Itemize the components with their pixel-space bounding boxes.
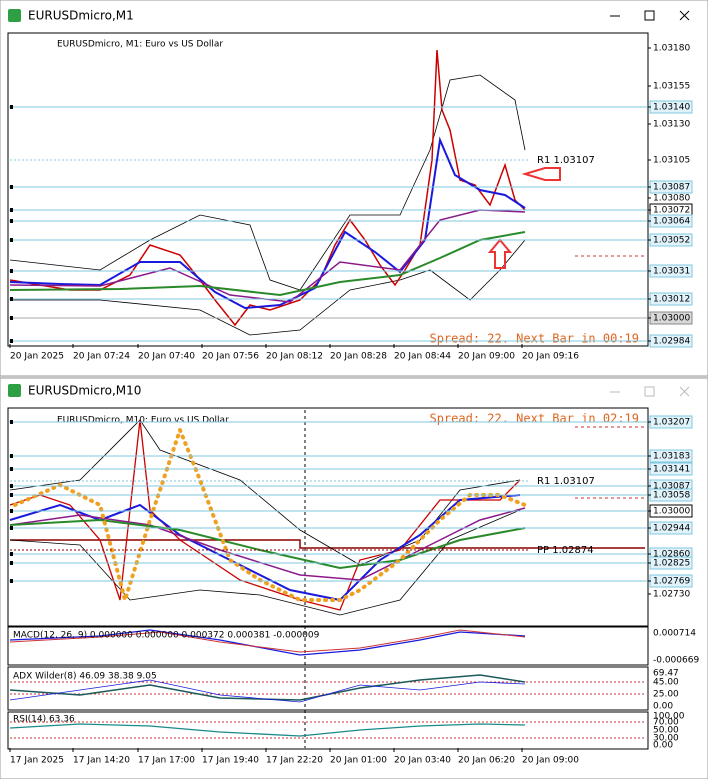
price-label: 1.03087	[653, 482, 690, 492]
time-label: 17 Jan 2025	[10, 756, 64, 766]
indicator-scale-label: -0.000669	[653, 656, 699, 666]
arrow	[487, 238, 513, 269]
chart-label: EURUSDmicro, M10: Euro vs US Dollar	[57, 416, 229, 426]
price-label: 1.02730	[653, 590, 690, 600]
price-label: 1.03052	[653, 236, 690, 246]
arrow	[521, 167, 561, 181]
chart-area	[7, 32, 649, 347]
chart-label: EURUSDmicro, M1: Euro vs US Dollar	[57, 40, 223, 50]
price-marker	[10, 316, 13, 320]
time-label: 17 Jan 22:20	[266, 756, 323, 766]
time-label: 20 Jan 08:44	[394, 352, 451, 362]
status-text: Spread: 22. Next Bar in 02:19	[429, 412, 639, 426]
time-label: 20 Jan 07:40	[138, 352, 195, 362]
time-label: 20 Jan 06:20	[458, 756, 515, 766]
price-marker	[10, 552, 13, 556]
price-label: 1.03031	[653, 267, 690, 277]
indicator-label: ADX Wilder(8) 46.09 38.38 9.05	[13, 672, 157, 682]
app-icon	[8, 9, 21, 22]
status-text: Spread: 22. Next Bar in 00:19	[429, 332, 639, 346]
indicator-scale-label: 0.000714	[653, 629, 696, 639]
price-marker	[10, 493, 13, 497]
time-label: 20 Jan 09:00	[458, 352, 515, 362]
price-label: 1.03141	[653, 465, 690, 475]
indicator-label: MACD(12, 26, 9) 0.000000 0.000000 0.0003…	[13, 631, 320, 641]
price-label: 1.02825	[653, 559, 690, 569]
indicator-scale-label: 0.00	[653, 741, 673, 751]
window-controls[interactable]	[610, 10, 690, 21]
indicator-area	[7, 666, 649, 711]
indicator-area	[7, 711, 649, 750]
indicator-scale-label: 70.00	[653, 718, 679, 728]
price-label: 1.03130	[653, 120, 690, 130]
time-label: 20 Jan 09:00	[522, 756, 579, 766]
price-marker	[10, 467, 13, 471]
chart-area	[7, 407, 649, 627]
level-annotation: R1 1.03107	[537, 155, 595, 166]
price-marker	[10, 269, 13, 273]
indicator-scale-label: 25.00	[653, 690, 679, 700]
price-label: 1.03064	[653, 217, 690, 227]
price-marker	[10, 579, 13, 583]
time-label: 20 Jan 07:24	[73, 352, 130, 362]
price-label: 1.03087	[653, 183, 690, 193]
time-label: 20 Jan 07:56	[202, 352, 259, 362]
time-label: 20 Jan 08:12	[266, 352, 323, 362]
price-label: 1.03105	[653, 156, 690, 166]
time-label: 17 Jan 14:20	[73, 756, 130, 766]
price-marker	[10, 420, 13, 424]
price-label: 1.02944	[653, 524, 690, 534]
price-marker	[10, 339, 13, 343]
price-marker	[10, 238, 13, 242]
price-label: 1.02984	[653, 337, 690, 347]
indicator-scale-label: 30.00	[653, 734, 679, 744]
price-label: 1.03058	[653, 491, 690, 501]
price-label: 1.03207	[653, 418, 690, 428]
price-marker	[10, 454, 13, 458]
price-label: 1.03180	[653, 44, 690, 54]
time-label: 20 Jan 08:28	[330, 352, 387, 362]
time-label: 17 Jan 19:40	[202, 756, 259, 766]
time-label: 20 Jan 09:16	[522, 352, 579, 362]
price-label: 1.03000	[653, 314, 690, 324]
price-marker	[10, 526, 13, 530]
indicator-scale-label: 50.00	[653, 726, 679, 736]
window-controls[interactable]	[610, 386, 690, 397]
time-label: 20 Jan 03:40	[394, 756, 451, 766]
price-marker	[10, 185, 13, 189]
plot-decoration	[9, 49, 526, 336]
price-marker	[10, 561, 13, 565]
level-annotation: PP 1.02874	[537, 545, 594, 556]
indicator-scale-label: 45.00	[653, 678, 679, 688]
time-label: 17 Jan 17:00	[138, 756, 195, 766]
price-label: 1.03140	[653, 103, 690, 113]
price-label: 1.03155	[653, 82, 690, 92]
price-label: 1.03012	[653, 295, 690, 305]
plot-decoration	[9, 410, 645, 748]
time-label: 20 Jan 2025	[10, 352, 64, 362]
price-marker	[10, 509, 13, 513]
price-label: 1.03080	[653, 194, 690, 204]
price-label: 1.02769	[653, 577, 690, 587]
price-label: 1.03000	[653, 507, 690, 517]
price-marker	[10, 105, 13, 109]
price-marker	[10, 219, 13, 223]
price-marker	[10, 297, 13, 301]
indicator-area	[7, 626, 649, 666]
indicator-scale-label: 69.47	[653, 669, 679, 679]
time-label: 20 Jan 01:00	[330, 756, 387, 766]
window-title: EURUSDmicro,M10	[28, 384, 141, 398]
price-marker	[10, 484, 13, 488]
app-icon	[8, 384, 21, 397]
indicator-scale-label: 0.00	[653, 702, 673, 712]
indicator-label: RSI(14) 63.36	[13, 715, 75, 725]
price-marker	[10, 208, 13, 212]
level-annotation: R1 1.03107	[537, 476, 595, 487]
window-title: EURUSDmicro,M1	[28, 9, 134, 23]
price-label: 1.02860	[653, 550, 690, 560]
price-label: 1.03183	[653, 452, 690, 462]
indicator-scale-label: 100.00	[653, 712, 685, 722]
price-label: 1.03072	[653, 206, 690, 216]
